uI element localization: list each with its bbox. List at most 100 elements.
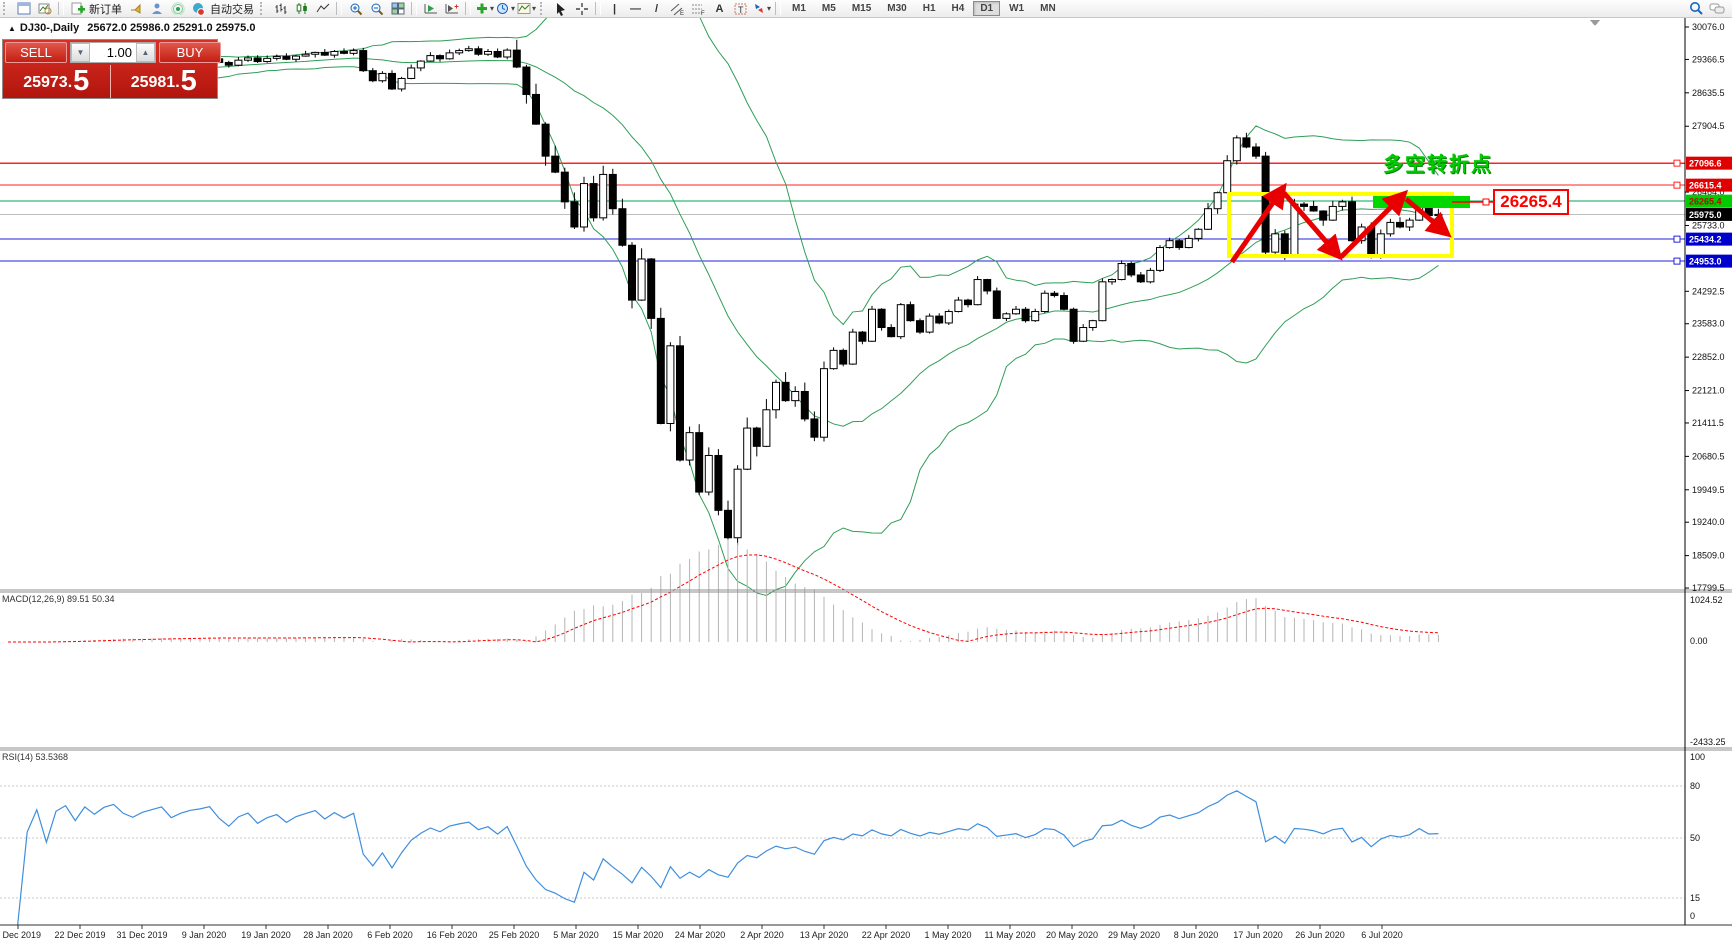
volume-increase-button[interactable]: ▲ xyxy=(136,43,155,62)
timeframe-m15-button[interactable]: M15 xyxy=(851,3,872,14)
text-label-tool-icon[interactable]: T xyxy=(731,1,750,16)
ask-dot: . xyxy=(175,74,180,91)
volume-input[interactable] xyxy=(90,43,136,62)
trendline-tool-icon[interactable]: / xyxy=(654,2,659,15)
svg-text:6 Jul 2020: 6 Jul 2020 xyxy=(1361,930,1403,940)
ask-price[interactable]: 25981. 5 xyxy=(111,65,218,98)
timeframe-h1-button[interactable]: H1 xyxy=(922,3,936,14)
chart-shift-icon[interactable] xyxy=(442,1,461,16)
svg-text:29 May 2020: 29 May 2020 xyxy=(1108,930,1160,940)
turning-point-annotation[interactable]: 多空转折点 xyxy=(1383,154,1493,176)
templates-dropdown-caret[interactable]: ▾ xyxy=(531,4,536,13)
bid-dot: . xyxy=(67,74,73,91)
svg-text:22121.0: 22121.0 xyxy=(1692,386,1725,396)
timeframe-m30-button[interactable]: M30 xyxy=(887,3,907,14)
toolbar-separator xyxy=(58,2,64,15)
svg-text:16 Feb 2020: 16 Feb 2020 xyxy=(427,930,478,940)
svg-text:100: 100 xyxy=(1690,752,1705,762)
vertical-line-tool-icon[interactable]: | xyxy=(612,2,617,15)
svg-text:19 Jan 2020: 19 Jan 2020 xyxy=(241,930,291,940)
volume-stepper: ▼ ▲ xyxy=(70,42,156,63)
svg-text:20680.5: 20680.5 xyxy=(1692,451,1725,461)
toolbar-separator xyxy=(775,2,781,15)
timeframe-h4-button[interactable]: H4 xyxy=(951,3,965,14)
panel-toggle-icon[interactable]: ▲ xyxy=(8,24,16,33)
timeframe-w1-button[interactable]: W1 xyxy=(1009,3,1025,14)
timeframe-d1-button[interactable]: D1 xyxy=(973,1,1001,16)
cursor-icon[interactable] xyxy=(551,1,570,16)
svg-text:28635.5: 28635.5 xyxy=(1692,88,1725,98)
ohlc-values: 25672.0 25986.0 25291.0 25975.0 xyxy=(87,22,256,34)
timeframe-mn-button[interactable]: MN xyxy=(1040,3,1056,14)
text-tool-icon[interactable]: A xyxy=(715,2,724,15)
chart-window-icon[interactable] xyxy=(14,1,33,16)
svg-text:25 Feb 2020: 25 Feb 2020 xyxy=(489,930,540,940)
new-order-icon[interactable] xyxy=(68,1,87,16)
toolbar-separator xyxy=(411,2,417,15)
price-callout-label[interactable]: 26265.4 xyxy=(1493,189,1569,215)
svg-text:6 Feb 2020: 6 Feb 2020 xyxy=(367,930,413,940)
volume-decrease-button[interactable]: ▼ xyxy=(71,43,90,62)
bar-chart-icon[interactable] xyxy=(271,1,290,16)
svg-text:T: T xyxy=(738,5,744,15)
svg-text:27904.5: 27904.5 xyxy=(1692,121,1725,131)
candlestick-chart-icon[interactable] xyxy=(292,1,311,16)
new-order-label[interactable]: 新订单 xyxy=(89,3,122,16)
crosshair-icon[interactable] xyxy=(572,1,591,16)
autotrade-label[interactable]: 自动交易 xyxy=(210,3,254,16)
periods-dropdown-caret[interactable]: ▾ xyxy=(510,4,515,13)
svg-text:24292.5: 24292.5 xyxy=(1692,286,1725,296)
timeframe-m5-button[interactable]: M5 xyxy=(821,3,836,14)
svg-text:30076.0: 30076.0 xyxy=(1692,22,1725,32)
signals-icon[interactable] xyxy=(168,1,187,16)
svg-text:26615.4: 26615.4 xyxy=(1689,181,1722,191)
svg-text:15 Mar 2020: 15 Mar 2020 xyxy=(613,930,664,940)
bid-price[interactable]: 25973. 5 xyxy=(3,65,111,98)
svg-text:23583.0: 23583.0 xyxy=(1692,319,1725,329)
tile-windows-icon[interactable] xyxy=(388,1,407,16)
svg-text:24953.0: 24953.0 xyxy=(1689,257,1722,267)
timeframe-m1-button[interactable]: M1 xyxy=(792,3,806,14)
svg-text:26464.0: 26464.0 xyxy=(1692,187,1725,197)
tick-chart-icon[interactable] xyxy=(35,1,54,16)
svg-text:15: 15 xyxy=(1690,893,1700,903)
horizontal-line-tool-icon[interactable]: — xyxy=(630,2,641,15)
metaquotes-icon[interactable] xyxy=(147,1,166,16)
zoom-out-icon[interactable] xyxy=(367,1,386,16)
svg-text:24 Mar 2020: 24 Mar 2020 xyxy=(675,930,726,940)
svg-text:25434.2: 25434.2 xyxy=(1689,235,1722,245)
svg-text:25975.0: 25975.0 xyxy=(1689,210,1722,220)
svg-text:26 Jun 2020: 26 Jun 2020 xyxy=(1295,930,1345,940)
svg-text:E: E xyxy=(680,11,684,16)
svg-text:22852.0: 22852.0 xyxy=(1692,352,1725,362)
sound-icon[interactable] xyxy=(126,1,145,16)
line-chart-icon[interactable] xyxy=(313,1,332,16)
templates-icon[interactable]: ▾ xyxy=(517,1,536,16)
auto-scroll-icon[interactable] xyxy=(421,1,440,16)
svg-text:19240.0: 19240.0 xyxy=(1692,517,1725,527)
chat-icon[interactable] xyxy=(1708,1,1727,16)
search-icon[interactable] xyxy=(1687,1,1706,16)
svg-text:F: F xyxy=(701,11,705,16)
fibonacci-tool-icon[interactable]: F xyxy=(689,1,708,16)
autotrade-icon[interactable] xyxy=(189,1,208,16)
sell-button[interactable]: SELL xyxy=(5,42,67,63)
arrows-dropdown-caret[interactable]: ▾ xyxy=(766,4,771,13)
indicators-dropdown-caret[interactable]: ▾ xyxy=(489,4,494,13)
svg-text:0.00: 0.00 xyxy=(1690,636,1708,646)
svg-text:17799.5: 17799.5 xyxy=(1692,583,1725,593)
ask-big-digit: 5 xyxy=(180,65,197,97)
toolbar-separator xyxy=(595,2,601,15)
rsi-indicator-label: RSI(14) 53.5368 xyxy=(2,752,69,762)
zoom-in-icon[interactable] xyxy=(346,1,365,16)
toolbar: 新订单 自动交易 ▾ ▾ ▾ | — / E F A T ▾ M1 M5 xyxy=(0,0,1732,18)
buy-button[interactable]: BUY xyxy=(159,42,221,63)
periods-icon[interactable]: ▾ xyxy=(496,1,515,16)
indicators-icon[interactable]: ▾ xyxy=(475,1,494,16)
channel-tool-icon[interactable]: E xyxy=(668,1,687,16)
toolbar-grip[interactable] xyxy=(3,2,10,15)
svg-text:1 May 2020: 1 May 2020 xyxy=(924,930,971,940)
arrows-tool-icon[interactable]: ▾ xyxy=(752,1,771,16)
